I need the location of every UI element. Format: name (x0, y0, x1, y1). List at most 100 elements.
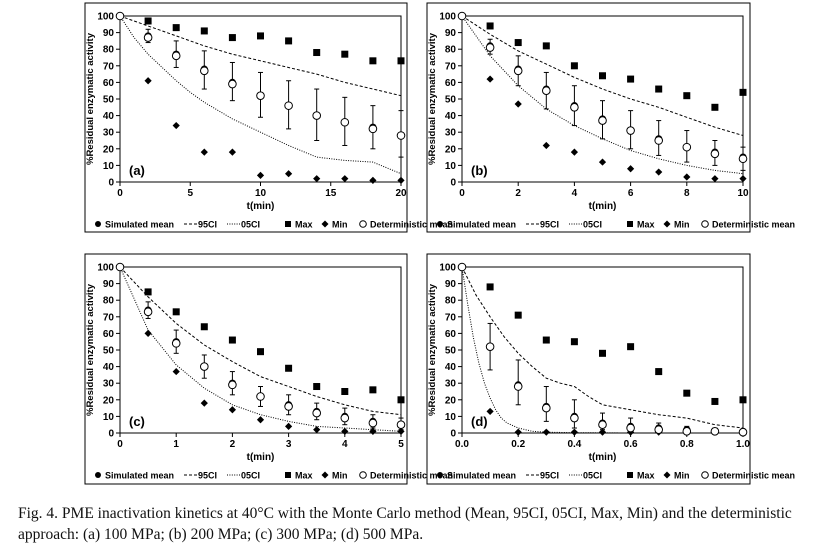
series-line-95ci (119, 266, 402, 416)
point-max (655, 368, 663, 376)
y-axis-label: %Residual enzymatic activity (427, 32, 438, 165)
legend-symbol-min (321, 471, 329, 479)
point-min (711, 175, 719, 183)
y-tick-label: 40 (445, 362, 457, 373)
legend-symbol-simulated-mean (437, 221, 443, 227)
point-deterministic-mean (570, 413, 579, 423)
point-max (486, 22, 494, 30)
point-min (285, 170, 293, 178)
panel-frame (84, 2, 408, 233)
point-deterministic-mean (228, 380, 237, 390)
x-tick-label: 0.6 (624, 439, 638, 450)
point-max (257, 348, 264, 356)
y-tick-label: 0 (108, 429, 114, 440)
legend-symbol-min (321, 220, 329, 228)
point-deterministic-mean (682, 427, 692, 436)
point-deterministic-mean (143, 33, 153, 42)
panel-label: (d) (471, 414, 488, 429)
point-min (598, 428, 607, 436)
x-tick-label: 5 (187, 188, 193, 199)
point-deterministic-mean (738, 427, 748, 437)
point-min (172, 367, 180, 376)
point-min (313, 426, 321, 434)
x-tick-label: 0 (117, 188, 123, 199)
y-tick-label: 100 (439, 12, 456, 23)
x-tick-label: 0.4 (567, 439, 581, 450)
series-line-95ci (461, 266, 744, 429)
point-min (486, 75, 494, 83)
y-tick-label: 100 (97, 263, 114, 274)
x-tick-label: 2 (230, 439, 236, 450)
point-min (514, 428, 522, 436)
x-tick-label: 0 (459, 188, 465, 199)
legend-label: Simulated mean (105, 471, 174, 481)
point-deterministic-mean (626, 126, 635, 135)
x-tick-label: 1 (173, 439, 179, 450)
x-tick-label: 2 (515, 188, 521, 199)
point-deterministic-mean (654, 425, 664, 434)
y-tick-label: 60 (445, 78, 457, 89)
y-tick-label: 100 (439, 263, 456, 274)
point-max (627, 75, 635, 83)
point-deterministic-mean (143, 307, 153, 317)
legend-label: 95CI (540, 471, 559, 481)
y-axis-label: %Residual enzymatic activity (85, 283, 96, 416)
y-tick-label: 30 (103, 379, 115, 390)
legend: Simulated mean 95CI 05CI Max Min Deterministi… (437, 220, 795, 230)
point-min (256, 171, 265, 179)
point-deterministic-mean (340, 413, 350, 423)
point-min (256, 416, 265, 424)
point-deterministic-mean (396, 131, 406, 140)
point-max (683, 92, 691, 100)
point-max (570, 62, 578, 70)
point-max (341, 50, 349, 58)
y-tick-label: 40 (103, 111, 115, 122)
y-tick-label: 70 (445, 312, 457, 323)
legend-label: 05CI (241, 471, 260, 481)
y-tick-label: 90 (103, 28, 115, 39)
point-deterministic-mean (256, 91, 265, 100)
y-tick-label: 50 (103, 346, 115, 357)
x-tick-label: 20 (395, 188, 407, 199)
panel-frame (426, 253, 751, 485)
y-tick-label: 30 (103, 128, 115, 139)
y-tick-label: 10 (445, 412, 457, 423)
point-deterministic-mean (457, 262, 467, 272)
figure-caption: Fig. 4. PME inactivation kinetics at 40°… (18, 505, 792, 543)
legend: Simulated mean 95CI 05CI Max Min Deterministi… (95, 220, 453, 230)
point-deterministic-mean (542, 86, 551, 95)
point-max (144, 17, 152, 25)
y-tick-label: 60 (445, 329, 457, 340)
point-deterministic-mean (256, 392, 265, 401)
point-max (200, 323, 208, 331)
point-max (341, 388, 349, 395)
y-tick-label: 40 (445, 111, 457, 122)
point-deterministic-mean (682, 142, 692, 152)
point-min (285, 422, 293, 430)
point-max (369, 386, 377, 394)
point-min (313, 175, 321, 183)
point-deterministic-mean (513, 382, 523, 391)
legend-symbol-deterministic-mean (359, 471, 367, 479)
panel-frame (426, 2, 751, 233)
y-axis-label: %Residual enzymatic activity (85, 32, 96, 165)
point-max (599, 349, 606, 357)
point-max (739, 88, 747, 96)
legend-symbol-min (663, 471, 671, 479)
chart-panel-2: 0 10 20 30 40 50 60 70 80 90 100 0 2 4 6 8 10 t(min) %Resi… (426, 2, 795, 233)
legend-label: 95CI (540, 220, 559, 230)
point-max (313, 383, 321, 391)
legend-label: Deterministic mean (370, 471, 453, 481)
y-tick-label: 10 (103, 161, 115, 172)
point-min (200, 148, 208, 156)
x-axis-label: t(min) (589, 452, 617, 463)
legend-symbol-max (627, 472, 633, 478)
point-min (570, 148, 578, 156)
panel-label: (b) (471, 163, 488, 178)
point-max (285, 37, 293, 45)
x-tick-label: 3 (286, 439, 292, 450)
point-max (683, 389, 691, 397)
point-min (542, 428, 550, 436)
point-deterministic-mean (710, 427, 720, 436)
point-min (228, 148, 236, 156)
